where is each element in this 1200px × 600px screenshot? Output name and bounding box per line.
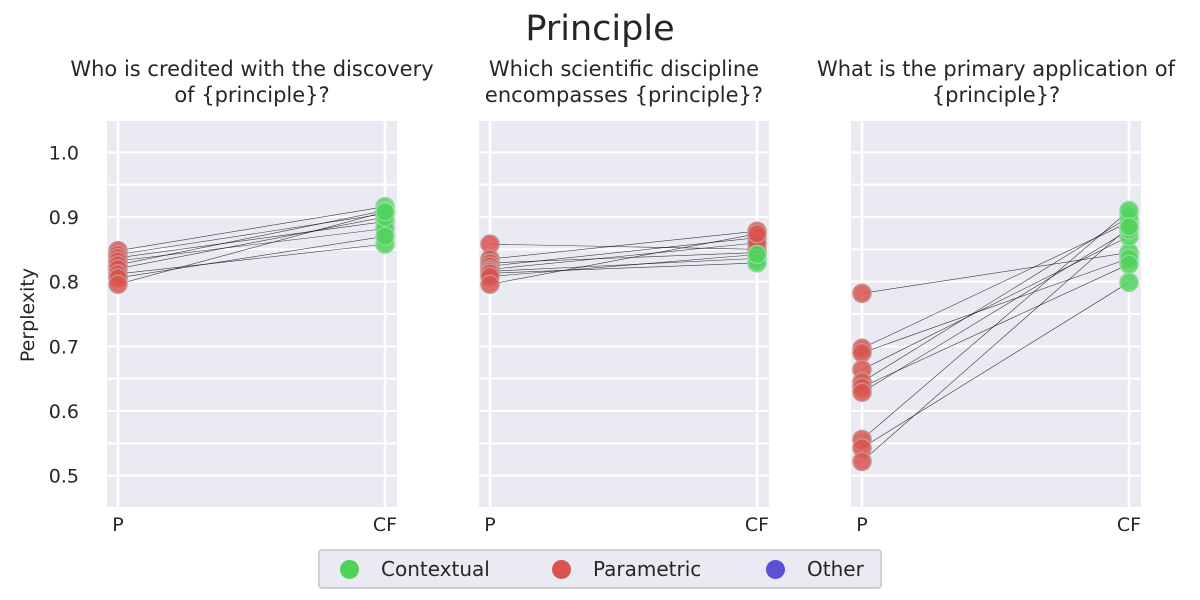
x-tick-label: CF <box>745 514 769 536</box>
pair-connector <box>489 262 758 274</box>
pair-connector <box>489 243 758 250</box>
legend-label-contextual: Contextual <box>381 557 490 581</box>
pair-connector <box>861 210 1130 440</box>
panel-title-line: of {principle}? <box>174 83 329 107</box>
pair-connector <box>489 233 758 285</box>
point-p <box>480 274 500 295</box>
point-cf <box>1119 200 1139 221</box>
point-cf <box>375 202 395 222</box>
panel-title-line: What is the primary application of <box>817 57 1176 81</box>
y-tick-label: 0.7 <box>49 336 79 358</box>
pair-connector <box>861 252 1130 294</box>
point-cf <box>1119 254 1139 274</box>
legend: Contextual Parametric Other <box>318 549 882 589</box>
pair-connector <box>489 242 758 270</box>
x-tick-label: P <box>112 514 123 536</box>
pair-connector <box>861 226 1130 462</box>
pair-connector <box>117 221 386 259</box>
point-cf <box>1119 216 1139 237</box>
panel-title-line: Who is credited with the discovery <box>70 57 433 81</box>
point-p <box>852 283 872 304</box>
legend-item-contextual: Contextual <box>340 551 490 587</box>
panel-3: What is the primary application of{princ… <box>817 57 1176 536</box>
pair-connector <box>861 282 1130 449</box>
point-cf <box>1119 272 1139 293</box>
point-p <box>852 451 872 472</box>
point-p <box>852 382 872 402</box>
legend-label-other: Other <box>807 557 864 581</box>
pair-connector <box>117 206 386 251</box>
pair-connector <box>117 216 386 270</box>
pair-connector <box>489 230 758 260</box>
pair-connector <box>861 221 1130 349</box>
pair-connector <box>861 263 1130 388</box>
panel-title-line: encompasses {principle}? <box>485 83 763 107</box>
pair-connector <box>861 229 1130 393</box>
y-tick-label: 1.0 <box>49 142 79 164</box>
x-tick-label: P <box>856 514 867 536</box>
figure-title: Principle <box>525 9 674 49</box>
legend-marker-other <box>766 559 785 579</box>
y-tick-label: 0.9 <box>49 207 79 229</box>
legend-marker-parametric <box>552 559 571 579</box>
y-tick-label: 0.8 <box>49 272 79 294</box>
pair-connector <box>861 258 1130 354</box>
pair-connector <box>861 216 1130 383</box>
legend-item-parametric: Parametric <box>552 551 701 587</box>
panel-title-line: Which scientific discipline <box>489 57 759 81</box>
x-tick-label: CF <box>1117 514 1141 536</box>
y-tick-label: 0.6 <box>49 401 79 423</box>
point-p <box>108 274 128 295</box>
y-axis-label: Perplexity <box>17 268 39 362</box>
legend-label-parametric: Parametric <box>593 557 702 581</box>
point-cf <box>375 226 395 247</box>
pair-connector <box>117 213 386 255</box>
panel-title-line: {principle}? <box>932 83 1060 107</box>
pair-connector <box>861 236 1130 370</box>
x-tick-label: CF <box>373 514 397 536</box>
pair-connector <box>489 258 758 272</box>
point-cf <box>747 244 767 265</box>
legend-item-other: Other <box>766 551 864 587</box>
y-tick-label: 0.5 <box>49 466 79 488</box>
pair-connector <box>117 243 386 275</box>
legend-marker-contextual <box>340 559 359 579</box>
pair-connector <box>117 236 386 279</box>
pair-connector <box>117 211 386 285</box>
point-cf <box>747 224 767 244</box>
pair-connector <box>489 254 758 277</box>
x-tick-label: P <box>484 514 495 536</box>
pair-connector <box>117 210 386 266</box>
point-p <box>852 343 872 363</box>
